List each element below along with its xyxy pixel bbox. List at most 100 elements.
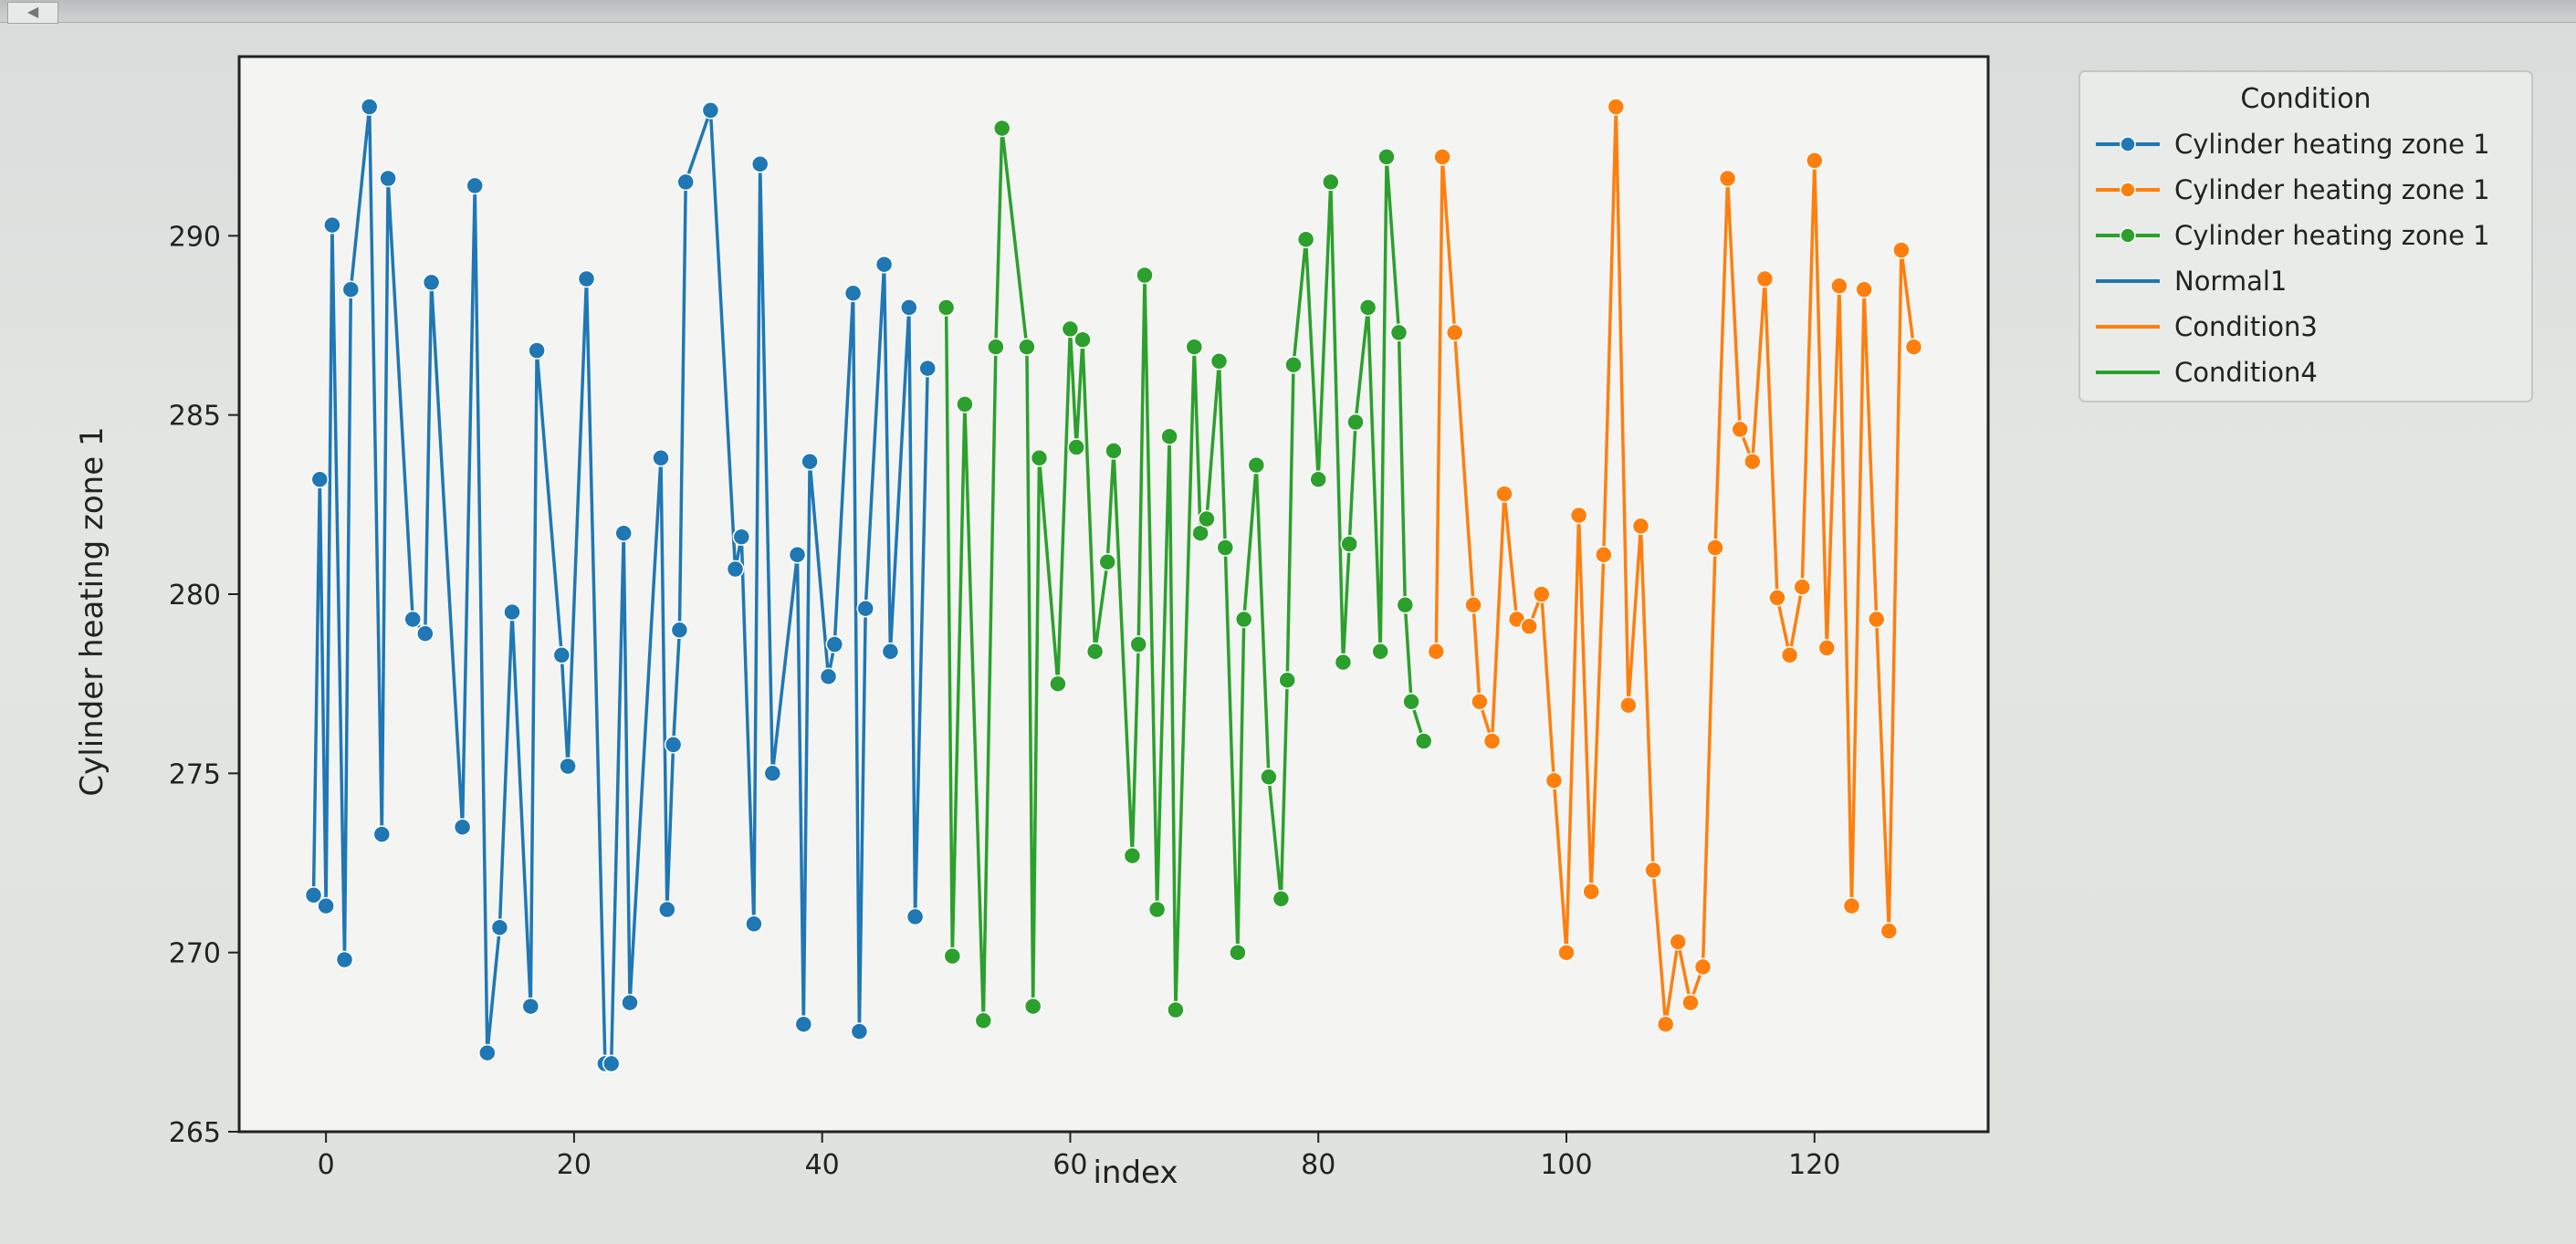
- data-point: [416, 624, 435, 643]
- legend-entry: Cylinder heating zone 1: [2096, 220, 2490, 251]
- data-point: [987, 338, 1005, 356]
- data-point: [1656, 1015, 1675, 1033]
- data-point: [1073, 330, 1092, 349]
- data-point: [1780, 646, 1799, 664]
- y-tick-label: 270: [169, 938, 221, 970]
- legend-entry: Condition4: [2096, 357, 2318, 388]
- data-point: [1396, 596, 1415, 614]
- data-point: [664, 736, 683, 754]
- series-2: [1427, 98, 1923, 1033]
- data-point: [521, 997, 540, 1016]
- legend-label: Cylinder heating zone 1: [2174, 129, 2490, 160]
- data-point: [1482, 732, 1502, 750]
- data-point: [323, 215, 341, 235]
- data-point: [701, 101, 720, 120]
- data-point: [1631, 517, 1650, 536]
- legend-marker: [2120, 227, 2136, 244]
- data-point: [1272, 890, 1291, 908]
- data-point: [676, 172, 695, 192]
- data-point: [1744, 452, 1762, 471]
- legend-entries: Cylinder heating zone 1 Cylinder heating …: [2096, 129, 2490, 388]
- data-point: [1098, 552, 1116, 571]
- data-point: [1334, 653, 1353, 672]
- x-tick-label: 120: [1788, 1149, 1840, 1181]
- data-point: [1049, 674, 1067, 693]
- data-point: [1061, 319, 1080, 339]
- data-point: [1105, 442, 1123, 460]
- data-point: [478, 1043, 497, 1062]
- data-point: [1167, 1000, 1185, 1019]
- data-point: [577, 269, 596, 288]
- data-point: [1545, 771, 1564, 789]
- x-tick-label: 80: [1301, 1149, 1335, 1181]
- data-point: [819, 667, 838, 686]
- data-point: [602, 1054, 621, 1073]
- data-point: [1867, 610, 1886, 629]
- data-point: [1209, 352, 1229, 371]
- data-point: [745, 915, 763, 934]
- legend-box: [2079, 70, 2533, 402]
- data-point: [1619, 695, 1638, 715]
- data-point: [750, 155, 770, 173]
- data-point: [335, 950, 354, 969]
- data-point: [403, 610, 422, 629]
- data-point: [1247, 455, 1266, 475]
- legend-entry: Normal1: [2096, 266, 2287, 297]
- data-point: [1471, 693, 1489, 711]
- data-point: [1358, 298, 1377, 317]
- data-point: [1793, 578, 1811, 596]
- data-point: [850, 1022, 869, 1040]
- data-point: [937, 298, 956, 317]
- legend-entry: Cylinder heating zone 1: [2096, 129, 2490, 160]
- data-point: [503, 602, 521, 622]
- series-0: [304, 98, 937, 1073]
- data-point: [1768, 589, 1786, 607]
- legend-label: Cylinder heating zone 1: [2174, 220, 2490, 251]
- data-point: [1229, 943, 1247, 962]
- window-top-bar: ◀: [0, 0, 2576, 24]
- data-point: [900, 298, 918, 317]
- data-point: [1284, 355, 1303, 374]
- data-point: [1595, 546, 1613, 564]
- data-point: [1023, 997, 1042, 1016]
- y-tick-label: 285: [169, 401, 221, 433]
- y-tick-label: 280: [169, 580, 221, 612]
- data-point: [379, 169, 397, 188]
- scroll-left-icon[interactable]: ◀: [7, 2, 58, 24]
- data-point: [1309, 470, 1327, 489]
- x-tick-label: 0: [318, 1149, 335, 1181]
- data-point: [1414, 732, 1433, 750]
- legend-entry: Condition3: [2096, 311, 2318, 342]
- data-point: [1520, 617, 1538, 636]
- data-point: [1278, 671, 1296, 689]
- data-point: [1346, 413, 1365, 432]
- data-point: [1842, 896, 1861, 915]
- data-point: [1880, 922, 1899, 940]
- data-point: [360, 98, 379, 116]
- data-point: [1371, 643, 1389, 661]
- y-tick-label: 275: [169, 758, 221, 790]
- data-point: [1123, 846, 1142, 865]
- data-point: [1147, 900, 1167, 919]
- data-point: [974, 1011, 993, 1030]
- data-point: [652, 449, 670, 467]
- data-point: [1322, 172, 1340, 192]
- data-point: [1806, 152, 1824, 170]
- data-point: [801, 452, 819, 471]
- data-point: [1018, 338, 1036, 356]
- data-point: [1030, 449, 1049, 467]
- data-point: [992, 119, 1011, 138]
- data-point: [528, 341, 546, 360]
- data-point: [1464, 596, 1482, 614]
- data-point: [726, 559, 745, 579]
- data-point: [794, 1015, 813, 1033]
- data-point: [1731, 420, 1749, 439]
- data-point: [1136, 266, 1154, 285]
- data-point: [1433, 148, 1451, 166]
- data-point: [825, 635, 844, 653]
- data-point: [1644, 861, 1662, 880]
- data-point: [788, 546, 807, 564]
- legend-marker: [2120, 182, 2136, 198]
- data-point: [1427, 643, 1446, 661]
- data-point: [658, 900, 676, 919]
